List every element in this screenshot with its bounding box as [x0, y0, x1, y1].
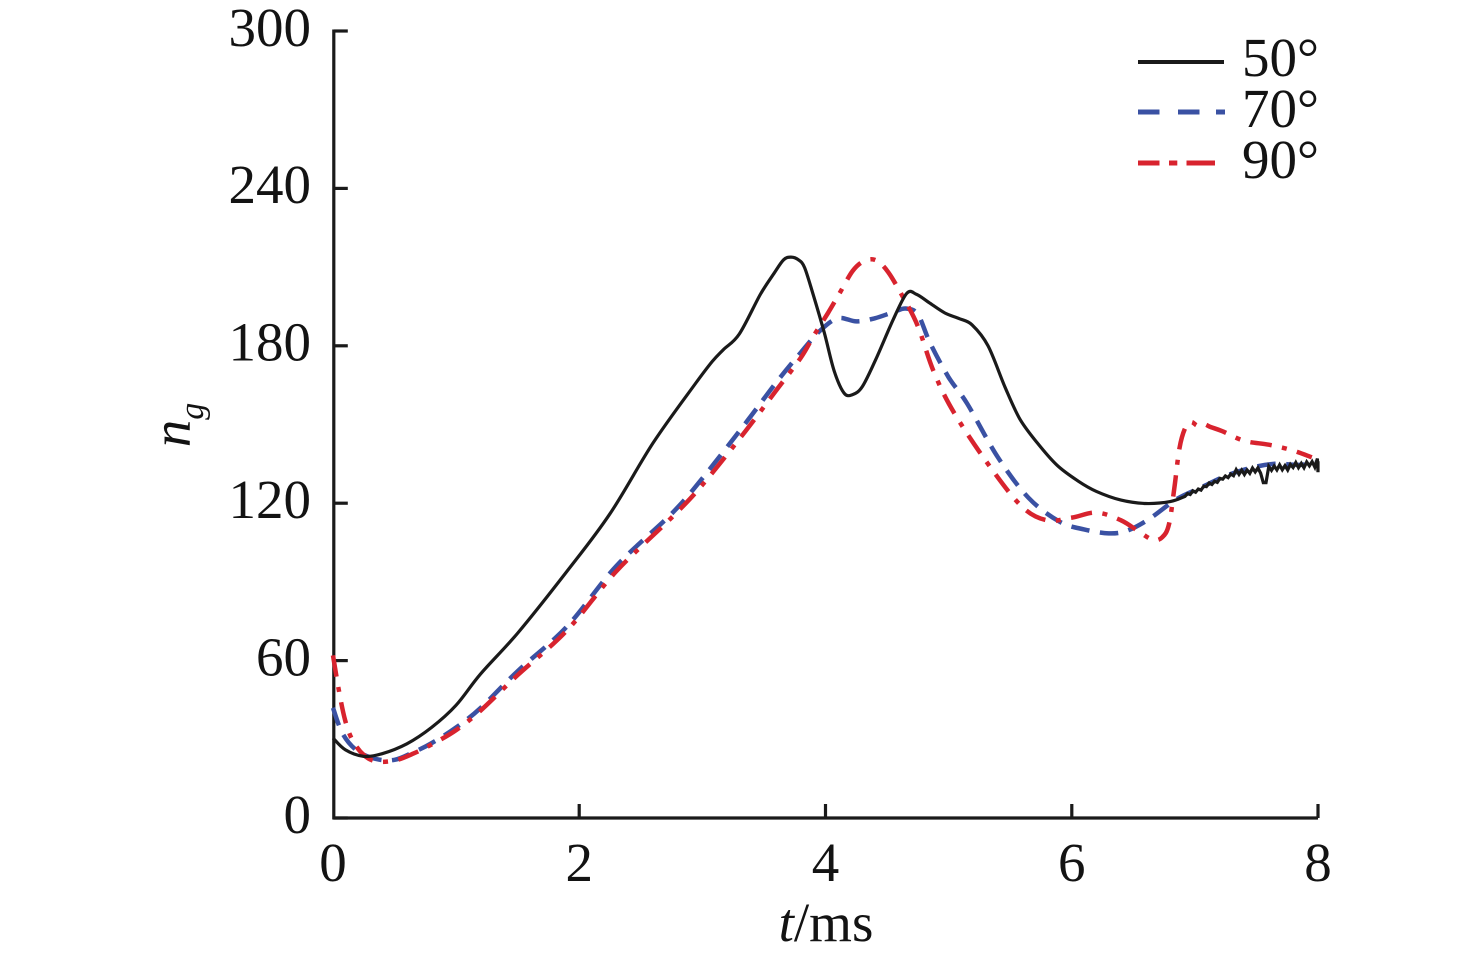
svg-text:6: 6: [1058, 832, 1086, 893]
svg-text:8: 8: [1304, 832, 1332, 893]
svg-text:300: 300: [229, 0, 312, 58]
svg-text:90°: 90°: [1242, 129, 1319, 190]
svg-text:70°: 70°: [1242, 78, 1319, 139]
svg-text:0: 0: [319, 832, 347, 893]
svg-text:ng: ng: [141, 403, 211, 448]
svg-text:60: 60: [256, 626, 311, 687]
svg-text:180: 180: [229, 312, 312, 373]
svg-text:2: 2: [565, 832, 593, 893]
svg-text:0: 0: [284, 784, 312, 845]
svg-text:4: 4: [812, 832, 840, 893]
svg-text:240: 240: [229, 154, 312, 215]
svg-text:50°: 50°: [1242, 27, 1319, 88]
svg-text:120: 120: [229, 469, 312, 530]
svg-text:t/ms: t/ms: [779, 892, 874, 953]
